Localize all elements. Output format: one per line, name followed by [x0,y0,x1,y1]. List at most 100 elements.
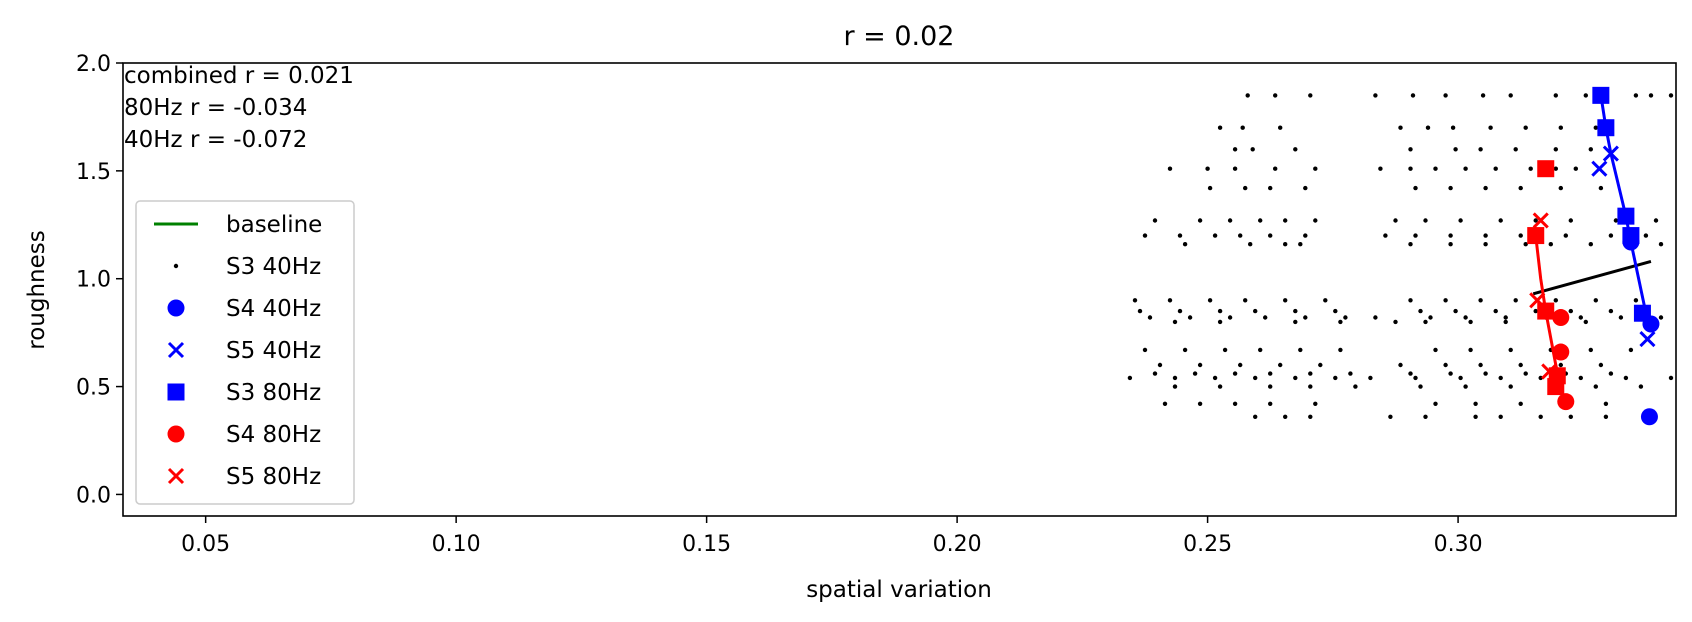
baseline-point [1553,298,1559,303]
baseline-point [1658,315,1664,320]
y-axis-label: roughness [24,230,50,349]
baseline-point [1588,242,1594,247]
baseline-point [1538,375,1543,381]
baseline-point [1588,347,1594,353]
x-axis: 0.05 0.10 0.15 0.20 0.25 0.30 [181,516,1483,557]
baseline-point [1578,375,1584,381]
baseline-point [1450,125,1456,130]
baseline-point [1478,362,1483,368]
baseline-point [1453,147,1458,152]
baseline-point [1618,315,1624,320]
x-tick-label: 0.15 [682,532,731,557]
legend-label: S3 80Hz [226,380,321,406]
baseline-point [1638,384,1644,389]
baseline-point [1222,347,1228,353]
baseline-point [1227,315,1233,320]
baseline-point [1278,362,1283,368]
baseline-point [1313,401,1318,406]
baseline-point [1523,242,1528,247]
baseline-point [1333,308,1338,314]
baseline-point [1197,218,1203,223]
baseline-point [1293,319,1298,325]
baseline-point [1548,242,1554,247]
baseline-point [1232,371,1238,376]
baseline-point [1483,233,1488,238]
baseline-point [1443,93,1448,98]
baseline-point [1480,93,1486,98]
baseline-point [1518,362,1523,368]
baseline-point [1568,218,1574,223]
baseline-point [1273,166,1278,171]
baseline-point [1308,93,1313,98]
baseline-point [1313,218,1318,223]
legend-marker [167,425,185,443]
legend-box [135,200,355,505]
baseline-point [1483,185,1488,191]
baseline-point [1568,308,1574,314]
baseline-point [1458,218,1463,223]
baseline-point [1253,414,1258,419]
baseline-point [1308,384,1313,389]
baseline-point [1603,414,1609,419]
baseline-points [1127,93,1674,419]
blue-cross-point [1602,145,1619,162]
baseline-point [1283,414,1288,419]
baseline-point [1232,147,1238,152]
baseline-point [1243,185,1248,191]
baseline-point [1152,218,1158,223]
legend-label: S4 80Hz [226,422,321,448]
baseline-point [1508,384,1513,389]
baseline-point [1157,362,1163,368]
baseline-point [1533,218,1538,223]
baseline-point [1423,319,1428,325]
baseline-point [1418,308,1423,314]
baseline-point [1278,125,1283,130]
baseline-point [1478,147,1483,152]
baseline-point [1608,371,1614,376]
baseline-point [1303,185,1308,191]
legend-marker [167,467,185,485]
baseline-point [1523,125,1528,130]
baseline-point [1408,242,1413,247]
baseline-point [1172,384,1178,389]
baseline-point [1668,375,1674,381]
x-axis-label: spatial variation [806,577,992,603]
baseline-point [1633,93,1639,98]
baseline-point [1493,308,1498,314]
baseline-point [1373,93,1378,98]
baseline-point [1563,233,1569,238]
baseline-point [1268,371,1273,376]
baseline-point [1177,233,1183,238]
baseline-point [1553,147,1559,152]
legend-marker [167,299,185,317]
baseline-point [1413,233,1418,238]
baseline-point [1192,371,1198,376]
baseline-point [1248,242,1253,247]
annotation-80hz-r: 80Hz r = -0.034 [124,95,307,121]
blue-circle-point [1642,315,1660,333]
baseline-point [1498,414,1503,419]
baseline-point [1553,166,1559,171]
x-tick-label: 0.30 [1434,532,1483,557]
baseline-point [1593,384,1599,389]
baseline-point [1598,362,1604,368]
blue-square-point [1617,207,1635,225]
baseline-point [1558,185,1564,191]
legend-label: S5 40Hz [226,338,321,364]
baseline-point [1393,319,1398,325]
baseline-point [1448,233,1453,238]
baseline-point [1293,308,1298,314]
baseline-point [1232,401,1238,406]
annotation-40hz-r: 40Hz r = -0.072 [124,127,307,153]
baseline-point [1142,233,1148,238]
baseline-point [1568,414,1574,419]
baseline-point [1313,166,1318,171]
blue-cross-point [1639,331,1656,348]
red-cross-point [1532,212,1549,229]
baseline-point [1593,298,1599,303]
baseline-point [1578,315,1584,320]
baseline-point [1653,218,1659,223]
baseline-point [1483,371,1488,376]
baseline-point [1425,125,1431,130]
